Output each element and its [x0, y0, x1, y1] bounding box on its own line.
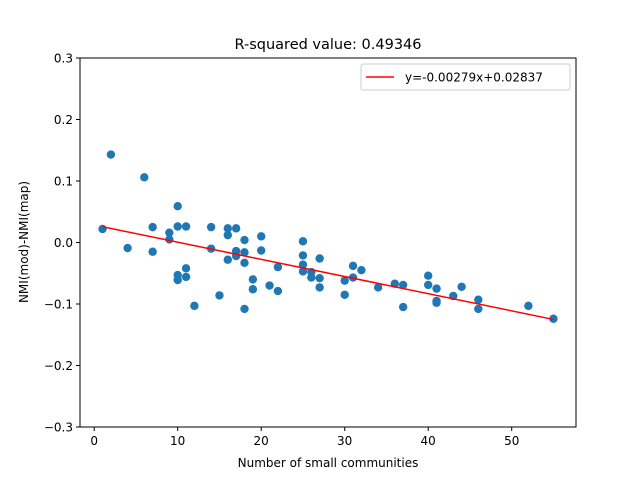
data-point [424, 280, 433, 290]
data-point [373, 283, 383, 292]
data-point [265, 281, 274, 290]
data-point [148, 222, 157, 232]
x-tick-label: 50 [504, 434, 519, 448]
y-tick-label: −0.3 [44, 421, 73, 435]
data-point [424, 271, 433, 280]
data-point [398, 302, 408, 312]
legend-box [360, 63, 571, 91]
data-point [398, 280, 408, 290]
data-point [340, 276, 349, 285]
data-point [181, 264, 191, 273]
x-axis: 0 10 20 30 40 50 [90, 427, 519, 448]
x-tick-label: 40 [421, 434, 436, 448]
data-point [298, 251, 308, 260]
y-tick-label: 0.0 [54, 236, 73, 250]
data-point [432, 298, 441, 307]
data-point [223, 230, 232, 240]
data-point [240, 248, 249, 257]
legend: y=-0.00279x+0.02837 [360, 63, 571, 91]
data-point [98, 224, 107, 234]
data-point [315, 273, 324, 283]
data-point [307, 273, 316, 282]
data-point [474, 295, 483, 304]
axes-frame [79, 57, 577, 428]
data-point [256, 246, 266, 255]
plot-area [98, 150, 558, 323]
y-tick-label: −0.2 [44, 359, 73, 373]
data-point [181, 272, 191, 282]
data-point [315, 254, 324, 263]
y-tick-label: 0.3 [54, 52, 73, 66]
legend-fit-label: y=-0.00279x+0.02837 [405, 71, 543, 85]
data-point [273, 286, 283, 296]
data-point [148, 247, 157, 256]
y-axis: −0.3 −0.2 −0.1 0.0 0.1 0.2 0.3 [44, 52, 80, 435]
y-tick-label: −0.1 [44, 298, 73, 312]
x-tick-label: 30 [337, 434, 352, 448]
x-tick-label: 10 [170, 434, 185, 448]
data-point [256, 232, 266, 241]
data-point [123, 243, 132, 253]
data-point [215, 291, 224, 300]
data-point [165, 228, 174, 237]
data-point [240, 304, 249, 314]
data-point [231, 224, 241, 233]
y-tick-label: 0.2 [54, 113, 73, 127]
data-point [340, 290, 349, 299]
chart-title: R-squared value: 0.49346 [235, 37, 422, 53]
x-tick-label: 20 [254, 434, 269, 448]
data-point [457, 282, 466, 291]
data-point [432, 284, 441, 293]
x-axis-label: Number of small communities [238, 456, 419, 470]
y-tick-label: 0.1 [54, 175, 73, 189]
data-point [248, 285, 258, 294]
data-point [273, 262, 283, 272]
data-point [348, 261, 358, 271]
data-point [140, 173, 149, 182]
data-point [298, 267, 308, 276]
data-point [173, 275, 182, 285]
data-point [240, 235, 249, 245]
x-tick-label: 0 [90, 434, 98, 448]
data-point [248, 275, 258, 284]
data-point [173, 202, 182, 211]
y-axis-label: NMI(mod)-NMI(map) [17, 181, 31, 303]
data-point [223, 224, 232, 233]
data-point [315, 283, 324, 292]
data-point [240, 258, 249, 267]
data-point [298, 260, 308, 269]
data-point [106, 150, 116, 159]
data-point [206, 222, 216, 232]
data-point [474, 304, 483, 314]
fit-line [102, 226, 554, 321]
data-point [298, 237, 308, 246]
data-point [524, 301, 533, 311]
data-point [357, 265, 366, 275]
data-point [173, 222, 182, 231]
data-point [190, 301, 199, 311]
data-point [223, 255, 232, 264]
data-point [181, 222, 191, 231]
